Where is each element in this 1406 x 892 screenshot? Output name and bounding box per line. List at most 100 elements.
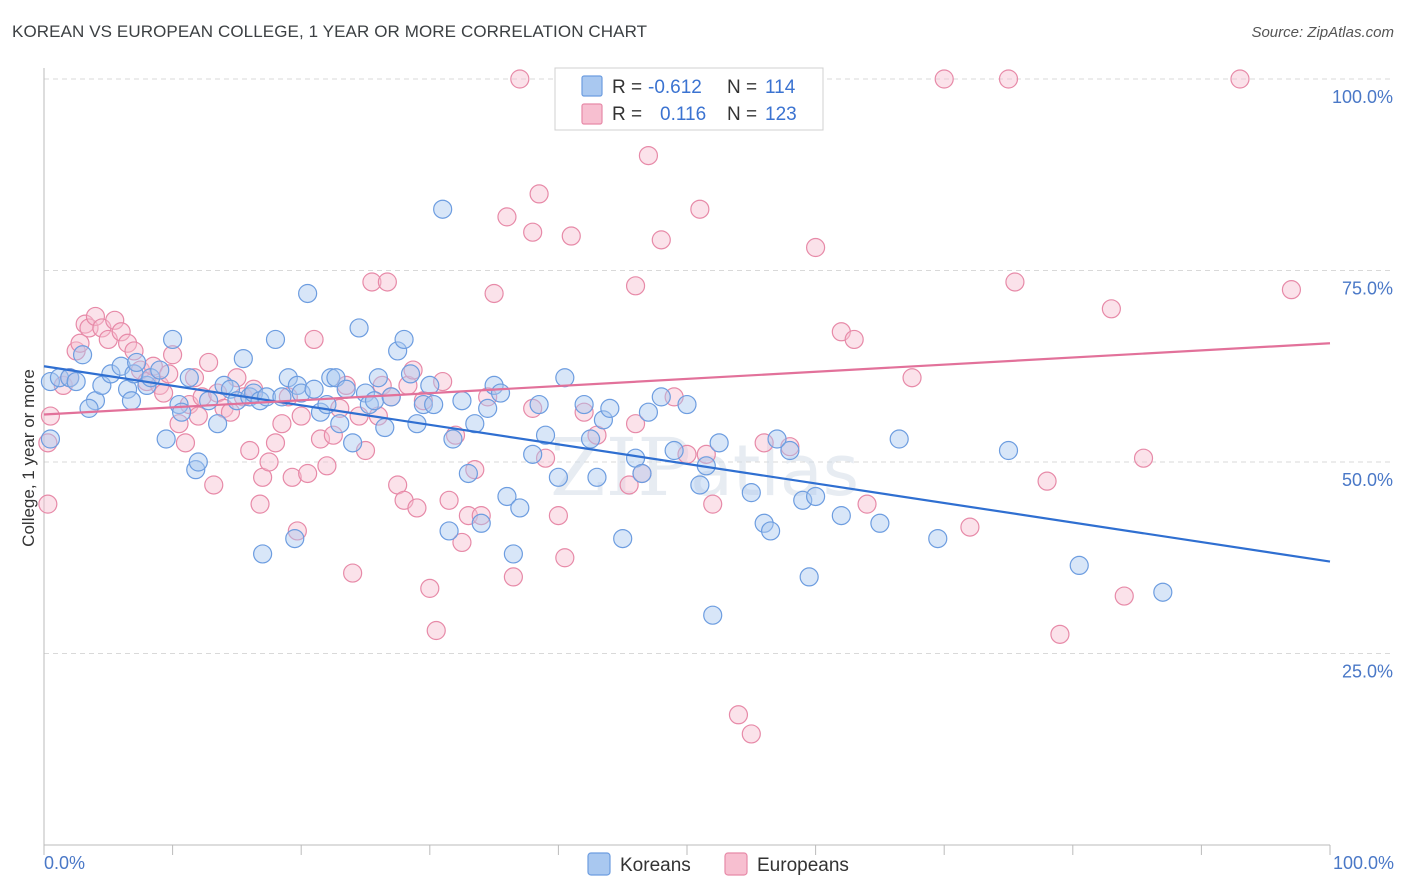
korean-point [555,368,575,388]
european-point [105,310,125,330]
european-point [204,475,224,495]
korean-point [805,486,826,507]
european-point [111,322,131,342]
chart-source: Source: ZipAtlas.com [1251,24,1394,41]
legend-swatch-koreans [581,75,603,97]
korean-point [101,364,121,384]
korean-point [760,521,781,541]
european-point [548,506,569,526]
grid-lines [44,78,1394,654]
korean-point [831,506,851,526]
european-point [934,69,954,89]
european-point [844,329,864,350]
korean-point [767,429,787,449]
european-point [298,463,318,484]
korean-point [632,463,652,484]
bottom-legend-swatch-koreans [587,852,611,876]
korean-point [394,329,414,350]
korean-point [471,513,491,533]
european-point [805,237,826,258]
korean-point [587,467,607,487]
legend-r-value-europeans: 0.116 [660,104,706,125]
korean-point [600,398,620,418]
korean-point [1153,582,1173,602]
korean-point [548,467,569,487]
european-point [70,333,90,353]
bottom-legend-swatch-europeans [724,852,748,876]
european-point [1050,624,1070,644]
european-point [153,383,174,403]
european-point [377,272,397,292]
european-point [199,352,219,373]
korean-point [285,528,305,549]
korean-point [799,567,819,587]
korean-point [443,429,463,449]
european-point [282,467,302,487]
korean-point [40,429,61,449]
korean-point [330,414,350,434]
legend-n-label-koreans: N = [727,77,757,98]
legend-n-value-europeans: 123 [765,104,797,125]
legend-n-label-europeans: N = [727,104,757,125]
correlation-legend: R = -0.612 N = 114 R = 0.116 N = 123 [554,67,824,131]
european-point [38,494,58,514]
korean-point [503,544,523,564]
korean-point [179,368,199,388]
korean-point [343,433,363,453]
korean-point [72,345,93,365]
european-point [1037,471,1057,491]
korean-point [889,429,909,449]
european-point [1114,586,1134,606]
korean-point [186,460,206,480]
european-point [1101,299,1121,319]
y-axis-label: College, 1 year or more [19,369,38,547]
korean-point [304,379,324,399]
european-point [272,414,292,434]
korean-point [593,410,614,430]
korean-point [870,513,890,533]
european-point [259,452,279,472]
european-point [433,371,453,392]
european-point [555,548,575,568]
european-point [857,494,877,514]
korean-point [510,498,530,518]
european-point [1230,69,1250,89]
european-point [625,414,646,434]
korean-point [928,528,948,549]
trend-line-europeans [43,342,1331,416]
korean-point [703,605,723,625]
korean-point [638,402,659,422]
european-point [85,306,106,327]
european-point [690,199,710,219]
european-point [310,429,331,449]
european-point [574,402,594,422]
korean-point [478,398,498,418]
european-point [163,345,183,365]
korean-point [413,394,433,415]
european-point [1133,448,1154,468]
korean-point [321,368,341,388]
european-point [478,387,498,407]
korean-point [375,417,395,438]
korean-point [433,199,453,219]
european-point [471,506,491,526]
korean-point [574,394,594,415]
korean-point [1069,555,1089,576]
european-point [741,724,761,744]
european-point [265,433,286,453]
european-point [317,456,337,476]
korean-point [651,387,671,407]
korean-point [208,414,228,434]
european-point [510,69,530,89]
korean-point [66,371,86,392]
watermark-atlas: atlas [690,430,859,512]
korean-point [388,341,408,361]
korean-point [677,394,697,415]
chart-title: KOREAN VS EUROPEAN COLLEGE, 1 YEAR OR MO… [12,22,648,41]
european-point [960,517,980,537]
european-point [40,406,61,426]
korean-point [529,394,549,415]
korean-point [169,394,189,415]
european-point [638,146,659,166]
european-point [523,222,543,242]
